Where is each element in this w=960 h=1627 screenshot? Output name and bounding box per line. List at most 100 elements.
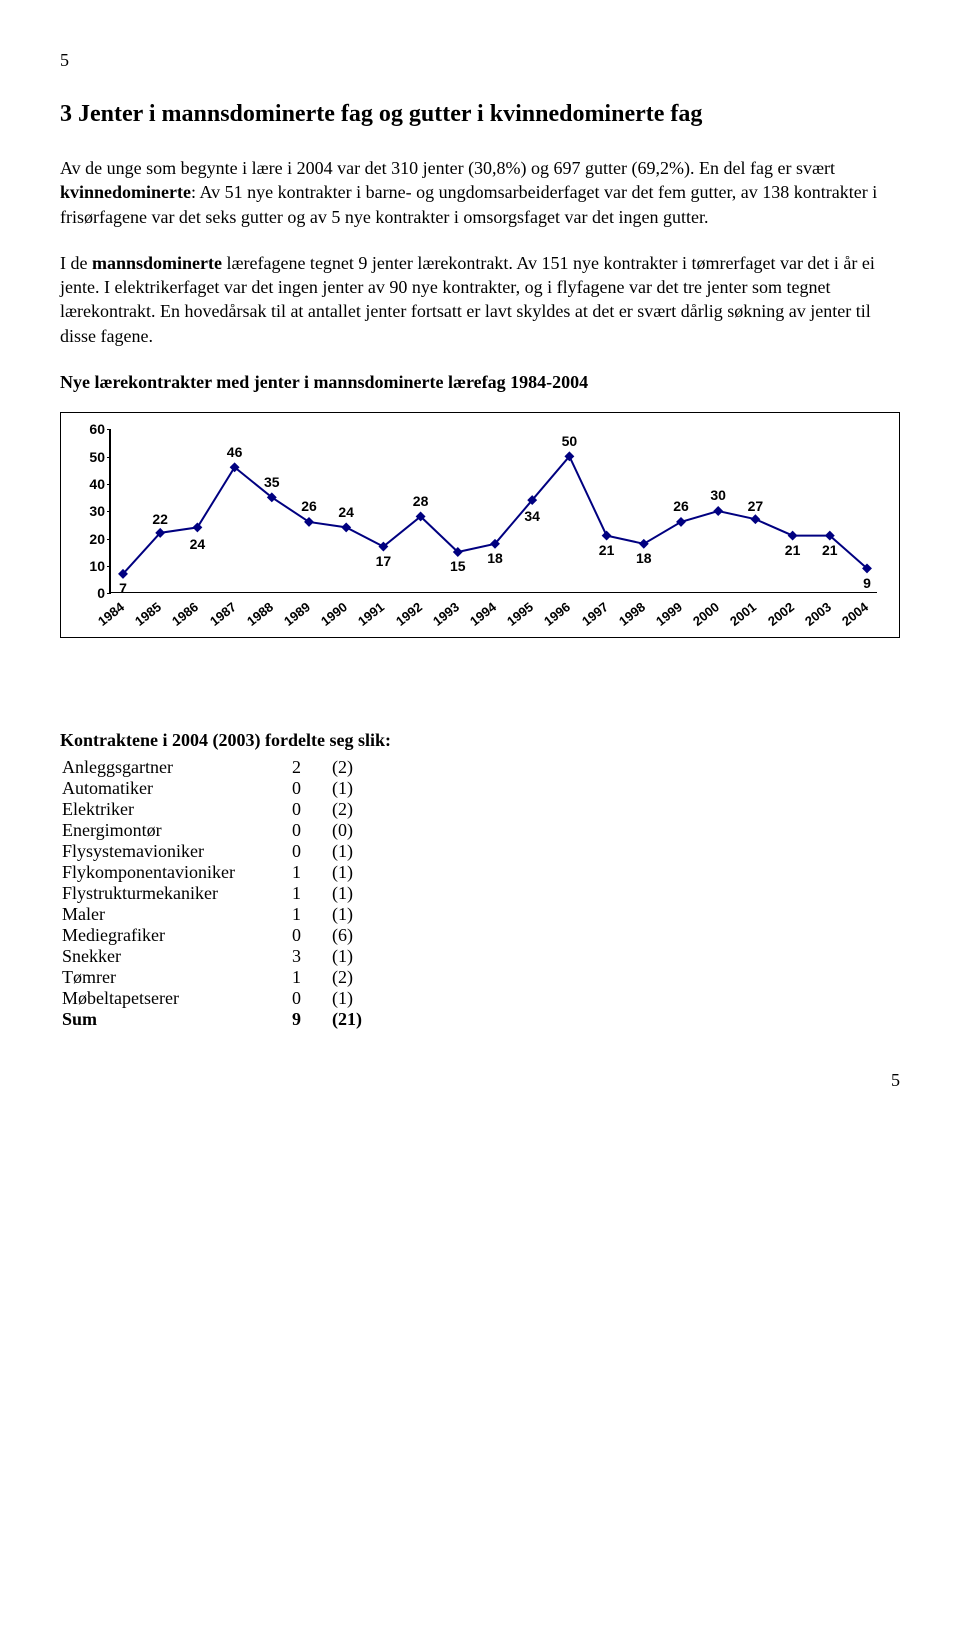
table-row-sum: Sum9(21) [60, 1009, 364, 1030]
x-tick-label: 2004 [839, 600, 871, 630]
chart-value-label: 24 [190, 536, 206, 552]
chart-value-label: 18 [636, 550, 652, 566]
chart-title: Nye lærekontrakter med jenter i mannsdom… [60, 370, 900, 394]
chart-value-label: 7 [119, 580, 127, 596]
table-row: Anleggsgartner2(2) [60, 757, 364, 778]
distribution-title: Kontraktene i 2004 (2003) fordelte seg s… [60, 728, 900, 752]
dist-value-2004: 0 [290, 925, 330, 946]
x-tick-label: 1988 [244, 600, 276, 630]
para1-a: Av de unge som begynte i lære i 2004 var… [60, 158, 835, 178]
chart-marker [602, 531, 612, 541]
page-number-bottom: 5 [60, 1070, 900, 1091]
x-tick-label: 1998 [616, 600, 648, 630]
x-tick-label: 1984 [95, 600, 127, 630]
chart-marker [192, 523, 202, 533]
table-row: Maler1(1) [60, 904, 364, 925]
dist-sum-2003: (21) [330, 1009, 364, 1030]
chart-value-label: 46 [227, 444, 243, 460]
chart-value-label: 24 [338, 504, 354, 520]
table-row: Tømrer1(2) [60, 967, 364, 988]
chart-value-label: 15 [450, 558, 466, 574]
chart-value-label: 21 [822, 542, 838, 558]
para2-a: I de [60, 253, 92, 273]
table-row: Automatiker0(1) [60, 778, 364, 799]
x-tick-label: 1996 [541, 600, 573, 630]
dist-label: Snekker [60, 946, 290, 967]
table-row: Mediegrafiker0(6) [60, 925, 364, 946]
y-tick [107, 593, 111, 594]
chart-value-label: 22 [152, 511, 168, 527]
dist-value-2003: (1) [330, 862, 364, 883]
y-tick [107, 457, 111, 458]
table-row: Flysystemavioniker0(1) [60, 841, 364, 862]
x-tick-label: 1992 [393, 600, 425, 630]
chart-container: 0102030405060 72224463526241728151834502… [60, 412, 900, 638]
dist-label: Energimontør [60, 820, 290, 841]
dist-label: Automatiker [60, 778, 290, 799]
dist-value-2003: (1) [330, 883, 364, 904]
chart-marker [750, 515, 760, 525]
y-tick-label: 0 [79, 585, 105, 601]
x-tick-label: 1999 [653, 600, 685, 630]
table-row: Møbeltapetserer0(1) [60, 988, 364, 1009]
x-tick-label: 2000 [690, 600, 722, 630]
y-tick-label: 60 [79, 421, 105, 437]
section-heading: 3 Jenter i mannsdominerte fag og gutter … [60, 101, 900, 128]
y-tick [107, 429, 111, 430]
dist-value-2004: 0 [290, 841, 330, 862]
dist-sum-2004: 9 [290, 1009, 330, 1030]
chart-value-label: 26 [673, 498, 689, 514]
chart-value-label: 35 [264, 474, 280, 490]
x-tick-label: 2003 [802, 600, 834, 630]
y-tick-label: 50 [79, 449, 105, 465]
chart-area: 0102030405060 72224463526241728151834502… [79, 429, 881, 629]
y-tick-label: 10 [79, 558, 105, 574]
chart-marker [639, 539, 649, 549]
dist-value-2004: 0 [290, 778, 330, 799]
x-tick-label: 1994 [467, 600, 499, 630]
chart-value-label: 34 [524, 508, 540, 524]
x-tick-label: 1995 [504, 600, 536, 630]
dist-label: Maler [60, 904, 290, 925]
dist-value-2004: 1 [290, 967, 330, 988]
y-tick [107, 539, 111, 540]
dist-value-2003: (1) [330, 904, 364, 925]
paragraph-1: Av de unge som begynte i lære i 2004 var… [60, 156, 900, 229]
dist-value-2003: (1) [330, 841, 364, 862]
chart-value-label: 50 [562, 433, 578, 449]
chart-value-label: 26 [301, 498, 317, 514]
x-tick-label: 2002 [765, 600, 797, 630]
chart-value-label: 27 [748, 498, 764, 514]
x-tick-label: 1986 [169, 600, 201, 630]
dist-value-2004: 3 [290, 946, 330, 967]
x-tick-label: 1993 [430, 600, 462, 630]
chart-value-label: 17 [376, 553, 392, 569]
dist-value-2004: 1 [290, 883, 330, 904]
y-tick-label: 40 [79, 476, 105, 492]
x-tick-label: 1985 [132, 600, 164, 630]
y-tick-label: 30 [79, 503, 105, 519]
dist-label: Møbeltapetserer [60, 988, 290, 1009]
chart-value-label: 30 [710, 487, 726, 503]
dist-value-2003: (1) [330, 946, 364, 967]
dist-label: Mediegrafiker [60, 925, 290, 946]
chart-value-label: 21 [785, 542, 801, 558]
chart-value-label: 18 [487, 550, 503, 566]
dist-value-2003: (1) [330, 778, 364, 799]
dist-value-2003: (2) [330, 757, 364, 778]
dist-value-2004: 1 [290, 904, 330, 925]
chart-marker [676, 517, 686, 527]
y-tick [107, 566, 111, 567]
dist-sum-label: Sum [60, 1009, 290, 1030]
y-tick [107, 511, 111, 512]
x-tick-label: 1990 [318, 600, 350, 630]
table-row: Energimontør0(0) [60, 820, 364, 841]
table-row: Flystrukturmekaniker1(1) [60, 883, 364, 904]
dist-value-2004: 0 [290, 988, 330, 1009]
dist-value-2003: (6) [330, 925, 364, 946]
x-tick-label: 1987 [207, 600, 239, 630]
dist-label: Flystrukturmekaniker [60, 883, 290, 904]
chart-value-label: 21 [599, 542, 615, 558]
chart-marker [788, 531, 798, 541]
plot-area: 7222446352624172815183450211826302721219 [109, 429, 877, 593]
